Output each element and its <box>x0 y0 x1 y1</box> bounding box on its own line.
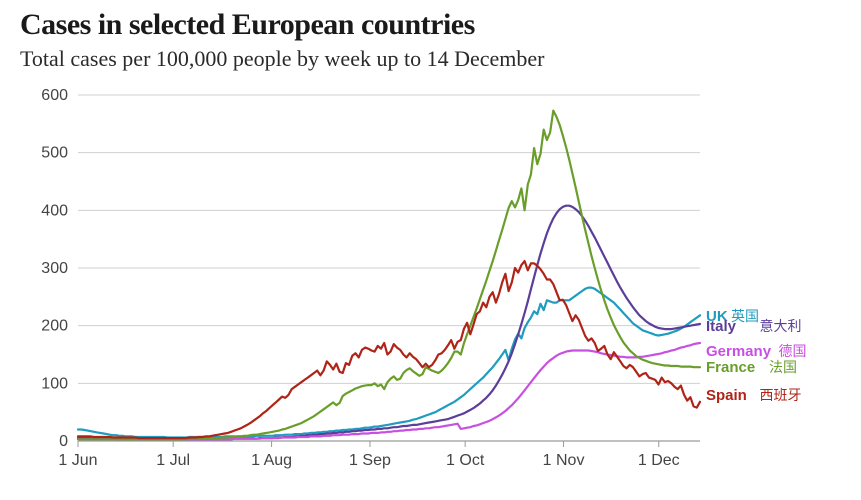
legend-france: France <box>706 359 755 376</box>
chart-page: { "title": "Cases in selected European c… <box>0 0 861 500</box>
legend-italy: Italy <box>706 318 737 335</box>
legend-germany: Germany <box>706 343 772 360</box>
y-tick-label: 600 <box>41 87 68 104</box>
series-france <box>78 111 700 440</box>
legend-cn-germany: 德国 <box>779 343 807 359</box>
x-tick-label: 1 Oct <box>446 452 485 469</box>
x-tick-label: 1 Nov <box>543 452 585 469</box>
legend-spain: Spain <box>706 387 747 404</box>
x-tick-label: 1 Aug <box>251 452 292 469</box>
series-lines <box>78 111 700 440</box>
x-tick-label: 1 Jun <box>58 452 97 469</box>
y-tick-labels: 0 100 200 300 400 500 600 <box>41 87 68 450</box>
y-tick-label: 300 <box>41 260 68 277</box>
y-tick-label: 100 <box>41 375 68 392</box>
legend-cn-france: 法国 <box>769 359 797 375</box>
legend-cn-italy: 意大利 <box>760 318 802 334</box>
chart-subtitle: Total cases per 100,000 people by week u… <box>20 46 544 72</box>
chart-svg: 0 100 200 300 400 500 600 1 Jun 1 Jul 1 Aug 1 Sep… <box>20 85 841 481</box>
series-italy <box>78 206 700 440</box>
series-spain <box>78 261 700 438</box>
y-tick-label: 200 <box>41 318 68 335</box>
y-tick-label: 400 <box>41 202 68 219</box>
x-tick-label: 1 Sep <box>349 452 391 469</box>
cases-line-chart: 0 100 200 300 400 500 600 1 Jun 1 Jul 1 Aug 1 Sep… <box>20 85 841 481</box>
chart-title: Cases in selected European countries <box>20 8 475 42</box>
legend-cn-spain: 西班牙 <box>760 387 802 403</box>
x-tick-label: 1 Jul <box>156 452 190 469</box>
legend-labels: UK英国Italy意大利Germany德国France法国Spain西班牙 <box>706 308 807 404</box>
y-tick-label: 0 <box>59 433 68 450</box>
y-tick-label: 500 <box>41 145 68 162</box>
x-tick-labels: 1 Jun 1 Jul 1 Aug 1 Sep 1 Oct 1 Nov 1 Dec <box>58 441 679 469</box>
gridlines <box>78 95 700 441</box>
x-tick-label: 1 Dec <box>638 452 680 469</box>
